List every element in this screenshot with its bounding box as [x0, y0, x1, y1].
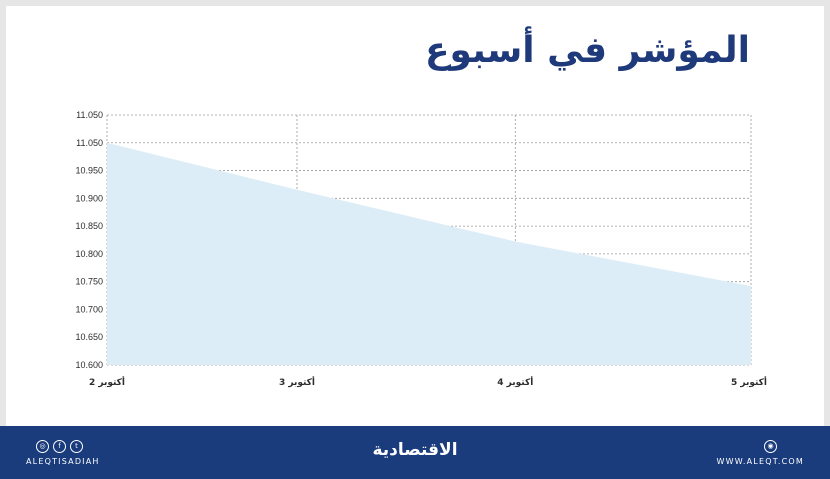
y-tick-label: 10.950 [75, 166, 103, 176]
x-tick-label: 2 أكتوبر [89, 376, 125, 388]
y-tick-label: 10.900 [75, 193, 103, 203]
y-tick-label: 10.600 [75, 360, 103, 370]
area-chart: 11.050 11.050 10.950 10.900 10.850 10.800 10.7… [75, 110, 767, 388]
y-tick-label: 11.050 [76, 138, 103, 148]
social-icons: ◎ f t [36, 440, 83, 453]
y-tick-label: 10.800 [75, 249, 103, 259]
y-tick-label: 10.750 [75, 277, 103, 287]
instagram-icon[interactable]: ◎ [36, 440, 49, 453]
x-tick-label: 3 أكتوبر [279, 376, 315, 388]
x-tick-label: 4 أكتوبر [497, 376, 533, 388]
social-handle[interactable]: ALEQTISADIAH [26, 457, 100, 466]
web-icon: ◉ [764, 440, 777, 453]
facebook-icon[interactable]: f [53, 440, 66, 453]
footer-bar: ◎ f t ALEQTISADIAH الاقتصادية ◉ WWW.ALEQ… [0, 426, 830, 479]
x-axis-ticks: 2 أكتوبر 3 أكتوبر 4 أكتوبر 5 أكتوبر [89, 376, 767, 388]
brand-logo: الاقتصادية [372, 440, 458, 460]
y-tick-label: 10.700 [75, 304, 103, 314]
twitter-icon[interactable]: t [70, 440, 83, 453]
area-fill [107, 142, 751, 365]
area-series [106, 142, 752, 365]
y-tick-label: 10.650 [75, 332, 103, 342]
page-title: المؤشر في أسبوع [424, 30, 750, 71]
x-tick-label: 5 أكتوبر [731, 376, 767, 388]
y-tick-label: 11.050 [76, 110, 103, 120]
y-tick-label: 10.850 [75, 221, 103, 231]
y-axis-ticks: 11.050 11.050 10.950 10.900 10.850 10.800 10.7… [75, 110, 103, 370]
website-link[interactable]: WWW.ALEQT.COM [716, 457, 804, 466]
